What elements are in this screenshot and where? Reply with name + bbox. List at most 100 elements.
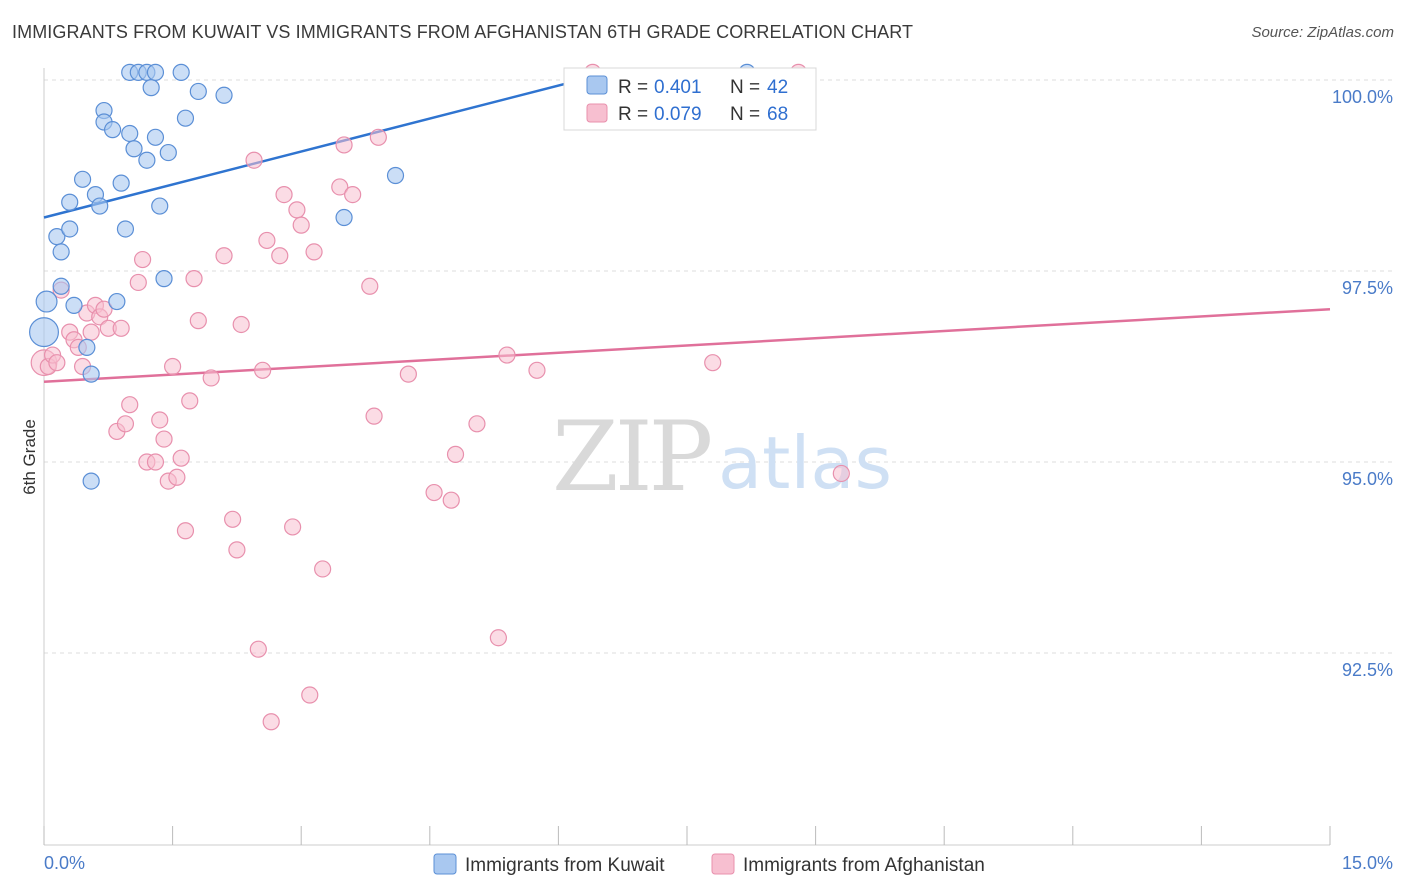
afghanistan-point-24	[155, 430, 173, 448]
afghanistan-point-17	[116, 415, 135, 433]
kuwait-point-28	[146, 63, 165, 81]
y-tick-label-2: 97.5%	[1342, 278, 1393, 298]
afghanistan-point-28	[172, 449, 190, 467]
kuwait-point-36	[335, 208, 353, 227]
afghanistan-point-62	[489, 629, 507, 647]
source-label: Source: ZipAtlas.com	[1251, 24, 1394, 41]
afghanistan-point-48	[301, 686, 319, 704]
kuwait-points	[29, 63, 756, 490]
bottom-legend-swatch-afghanistan	[711, 853, 735, 875]
afghanistan-point-35	[224, 510, 242, 528]
afghanistan-point-30	[181, 392, 199, 410]
legend-n-value-kuwait: 42	[767, 77, 788, 98]
x-ticks	[43, 826, 1331, 845]
afghanistan-points	[30, 63, 850, 731]
afghanistan-point-32	[189, 312, 207, 330]
kuwait-point-21	[121, 124, 139, 143]
afghanistan-point-63	[498, 346, 516, 364]
afghanistan-point-49	[305, 243, 323, 261]
afghanistan-point-16	[112, 319, 130, 337]
afghanistan-point-33	[202, 369, 220, 387]
afghanistan-point-61	[468, 415, 486, 433]
afghanistan-point-19	[129, 273, 147, 292]
bottom-legend-label-kuwait: Immigrants from Kuwait	[465, 855, 665, 876]
kuwait-point-11	[82, 472, 100, 490]
afghanistan-point-3	[48, 354, 66, 372]
afghanistan-point-47	[292, 216, 310, 234]
chart-title: IMMIGRANTS FROM KUWAIT VS IMMIGRANTS FRO…	[12, 22, 914, 42]
afghanistan-point-46	[288, 201, 306, 219]
kuwait-point-31	[159, 143, 177, 162]
kuwait-point-9	[78, 338, 96, 356]
watermark-zip: ZIP	[552, 401, 711, 513]
legend-r-label-kuwait: R =	[618, 77, 648, 98]
gridlines	[44, 79, 1392, 654]
kuwait-point-22	[125, 140, 143, 158]
series-legend: Immigrants from Kuwait Immigrants from A…	[433, 853, 985, 876]
kuwait-point-25	[138, 151, 156, 169]
kuwait-point-29	[151, 197, 169, 215]
kuwait-point-3	[52, 243, 70, 261]
afghanistan-point-56	[369, 128, 387, 146]
kuwait-point-1	[35, 290, 58, 313]
watermark-atlas: atlas	[718, 421, 892, 505]
legend-swatch-afghanistan	[586, 103, 608, 123]
kuwait-point-6	[61, 220, 79, 238]
correlation-legend: R = 0.401 N = 42 R = 0.079 N = 68	[563, 67, 817, 131]
afghanistan-point-34	[215, 247, 233, 265]
afghanistan-point-50	[314, 560, 332, 578]
afghanistan-point-10	[82, 323, 100, 341]
afghanistan-point-51	[331, 178, 349, 196]
kuwait-point-13	[91, 197, 109, 215]
kuwait-point-18	[112, 174, 130, 192]
afghanistan-point-41	[258, 231, 276, 250]
afghanistan-point-44	[275, 186, 293, 204]
watermark: ZIP atlas	[552, 401, 892, 513]
afghanistan-point-43	[271, 247, 289, 265]
kuwait-point-8	[73, 170, 92, 188]
afghanistan-point-58	[425, 483, 443, 502]
afghanistan-point-27	[168, 468, 186, 486]
afghanistan-point-36	[228, 541, 246, 559]
kuwait-point-27	[146, 128, 165, 146]
afghanistan-point-66	[704, 354, 722, 372]
x-tick-label-max: 15.0%	[1342, 853, 1393, 873]
kuwait-point-16	[103, 121, 122, 139]
afghanistan-point-20	[133, 250, 152, 269]
kuwait-point-0	[29, 317, 59, 348]
kuwait-point-10	[82, 365, 100, 383]
kuwait-point-19	[116, 220, 135, 238]
bottom-legend-swatch-kuwait	[433, 853, 457, 875]
legend-swatch-kuwait	[586, 75, 608, 95]
legend-r-value-kuwait: 0.401	[654, 77, 702, 98]
afghanistan-point-55	[365, 407, 383, 425]
legend-n-label-kuwait: N =	[730, 77, 760, 98]
kuwait-point-7	[65, 296, 83, 314]
kuwait-point-37	[386, 166, 405, 185]
kuwait-point-33	[176, 109, 195, 127]
kuwait-point-34	[189, 82, 207, 101]
bottom-legend-label-afghanistan: Immigrants from Afghanistan	[743, 855, 985, 876]
afghanistan-point-40	[254, 361, 272, 379]
afghanistan-point-39	[249, 640, 267, 658]
afghanistan-point-64	[528, 361, 546, 379]
legend-n-label-afghanistan: N =	[730, 104, 760, 125]
afghanistan-point-52	[335, 136, 353, 154]
y-axis-title: 6th Grade	[20, 419, 39, 495]
afghanistan-point-45	[284, 518, 302, 536]
kuwait-point-32	[172, 63, 190, 81]
kuwait-point-26	[142, 79, 160, 97]
afghanistan-point-31	[185, 270, 203, 288]
kuwait-point-30	[155, 270, 173, 288]
afghanistan-point-18	[121, 396, 139, 414]
afghanistan-point-68	[832, 464, 850, 483]
legend-r-value-afghanistan: 0.079	[654, 104, 702, 125]
afghanistan-point-59	[442, 491, 460, 509]
afghanistan-point-23	[151, 411, 169, 429]
legend-r-label-afghanistan: R =	[618, 104, 648, 125]
afghanistan-point-29	[176, 522, 195, 540]
kuwait-point-17	[108, 292, 126, 311]
x-tick-label-min: 0.0%	[44, 853, 85, 873]
afghanistan-point-37	[232, 315, 250, 334]
